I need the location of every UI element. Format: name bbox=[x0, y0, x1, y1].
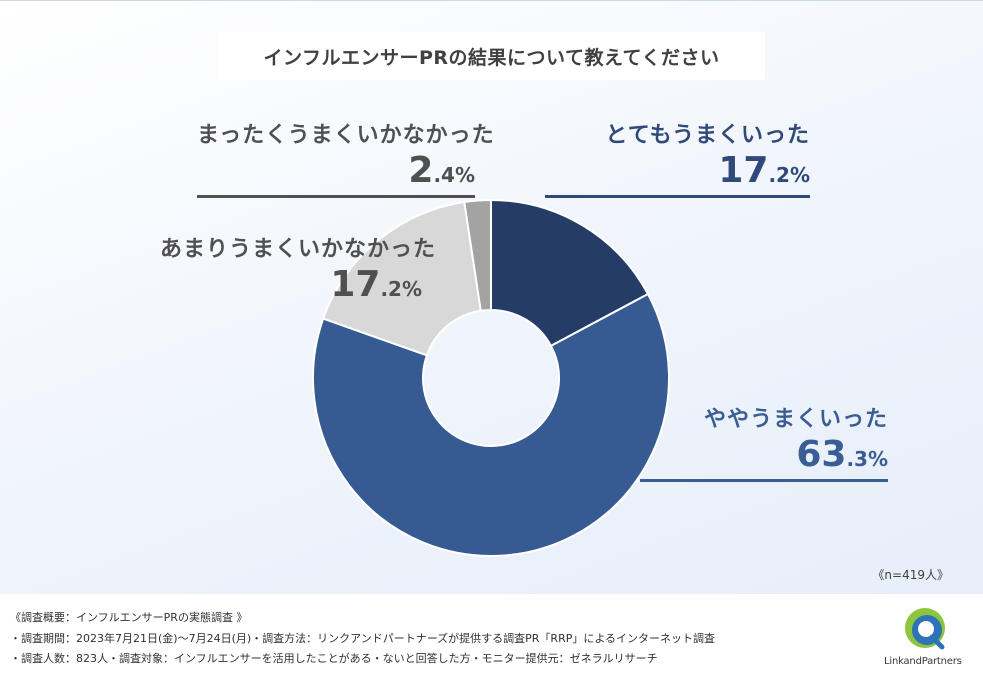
logo-text: LinkandPartners bbox=[884, 656, 962, 667]
link-and-partners-logo-icon bbox=[905, 608, 945, 650]
slice-label-name: まったくうまくいかなかった bbox=[197, 123, 495, 148]
slice-not-very-good bbox=[321, 200, 482, 357]
chart-area: インフルエンサーPRの結果について教えてください とてもうまくいった 17.2%… bbox=[0, 0, 983, 595]
footer-line-summary: 《調査概要：インフルエンサーPRの実態調査 》 bbox=[10, 611, 248, 624]
slice-label-rule bbox=[640, 479, 888, 482]
slice-label-rule bbox=[197, 195, 475, 198]
slice-very-good bbox=[490, 198, 650, 348]
survey-footer: 《調査概要：インフルエンサーPRの実態調査 》 ・調査期間：2023年7月21日… bbox=[0, 594, 983, 680]
slice-label-percent: 2.4% bbox=[408, 150, 475, 191]
footer-line-period: ・調査期間：2023年7月21日(金)～7月24日(月)・調査方法：リンクアンド… bbox=[10, 632, 716, 645]
slice-label-not-at-all: まったくうまくいかなかった 2.4% bbox=[197, 117, 495, 198]
slice-label-very-good: とてもうまくいった 17.2% bbox=[545, 117, 810, 198]
slice-label-not-very-good: あまりうまくいかなかった 17.2% bbox=[160, 231, 437, 305]
slice-label-name: ややうまくいった bbox=[703, 407, 888, 432]
slice-label-name: とてもうまくいった bbox=[605, 123, 810, 148]
footer-line-respondents: ・調査人数：823人・調査対象：インフルエンサーを活用したことがある・ないと回答… bbox=[10, 652, 658, 665]
slice-label-percent: 17.2% bbox=[330, 264, 422, 305]
slice-label-percent: 17.2% bbox=[718, 150, 810, 191]
slice-not-at-all bbox=[463, 198, 492, 312]
chart-title-box: インフルエンサーPRの結果について教えてください bbox=[218, 32, 765, 80]
slice-label-somewhat-good: ややうまくいった 63.3% bbox=[640, 401, 888, 482]
slice-label-name: あまりうまくいかなかった bbox=[160, 237, 437, 262]
chart-title: インフルエンサーPRの結果について教えてください bbox=[263, 46, 720, 69]
donut-chart bbox=[312, 198, 670, 557]
slice-somewhat-good bbox=[312, 292, 670, 557]
sample-size-note: 《n=419人》 bbox=[872, 568, 949, 582]
slice-label-rule bbox=[545, 195, 810, 198]
slice-label-percent: 63.3% bbox=[796, 434, 888, 475]
